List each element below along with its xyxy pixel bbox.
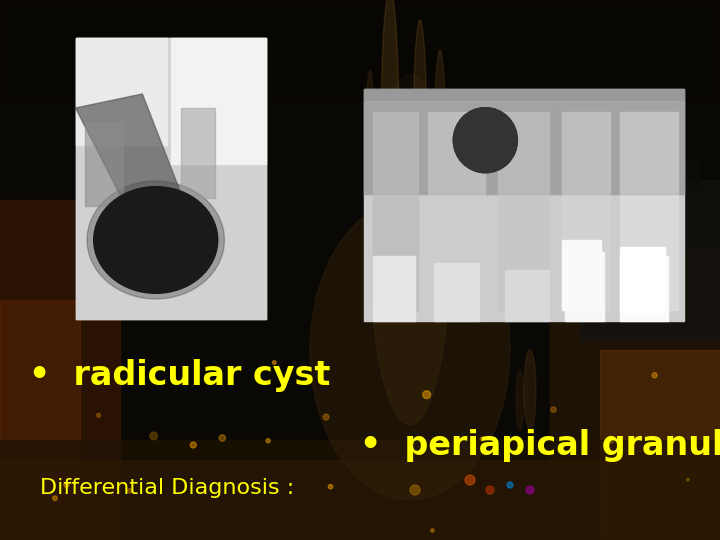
Circle shape	[652, 373, 657, 378]
Circle shape	[507, 482, 513, 488]
Text: Differential Diagnosis :: Differential Diagnosis :	[40, 478, 294, 498]
Bar	[498, 112, 549, 309]
Ellipse shape	[94, 187, 217, 293]
Circle shape	[486, 486, 494, 494]
Bar	[373, 112, 418, 309]
Bar	[364, 89, 684, 321]
Bar	[0, 460, 720, 540]
Bar	[620, 247, 665, 312]
Bar	[562, 240, 600, 310]
Text: •  radicular cyst: • radicular cyst	[29, 359, 330, 392]
Ellipse shape	[381, 0, 399, 270]
Ellipse shape	[434, 50, 446, 270]
Bar	[85, 122, 123, 206]
Ellipse shape	[454, 107, 518, 173]
Bar	[364, 100, 684, 194]
Ellipse shape	[516, 370, 524, 430]
Circle shape	[219, 435, 225, 441]
Circle shape	[608, 436, 614, 443]
Bar	[0, 440, 720, 540]
Bar	[0, 0, 720, 100]
Bar	[171, 38, 266, 164]
Ellipse shape	[87, 181, 225, 299]
Bar	[364, 89, 684, 194]
Circle shape	[64, 482, 69, 488]
Polygon shape	[76, 94, 181, 220]
Bar	[76, 38, 266, 319]
Circle shape	[127, 489, 132, 493]
Bar	[0, 300, 80, 540]
Circle shape	[190, 442, 197, 448]
Circle shape	[328, 484, 333, 489]
Circle shape	[410, 485, 420, 495]
Bar	[620, 112, 678, 309]
Ellipse shape	[413, 20, 427, 270]
Ellipse shape	[445, 90, 455, 270]
Bar	[505, 270, 549, 321]
Circle shape	[266, 438, 270, 443]
Bar	[565, 252, 604, 321]
Bar	[76, 38, 167, 145]
Circle shape	[431, 529, 434, 532]
Circle shape	[423, 391, 431, 399]
Bar	[620, 256, 668, 321]
Bar	[428, 112, 485, 309]
Circle shape	[702, 450, 706, 455]
Circle shape	[687, 478, 689, 481]
Ellipse shape	[370, 75, 450, 425]
Circle shape	[526, 486, 534, 494]
Circle shape	[272, 361, 276, 365]
Bar	[434, 263, 479, 321]
Bar	[76, 38, 266, 319]
Circle shape	[551, 407, 556, 413]
Bar	[600, 350, 720, 540]
Text: •  periapical granuloma: • periapical granuloma	[360, 429, 720, 462]
Bar	[373, 256, 415, 321]
Ellipse shape	[454, 107, 518, 173]
Bar	[0, 200, 120, 540]
Circle shape	[480, 437, 483, 441]
Bar	[580, 180, 720, 340]
Circle shape	[150, 432, 158, 440]
Circle shape	[96, 413, 101, 417]
Circle shape	[323, 414, 329, 420]
Ellipse shape	[365, 70, 375, 270]
Bar	[181, 108, 215, 198]
Circle shape	[454, 447, 459, 451]
Ellipse shape	[524, 350, 536, 430]
Circle shape	[465, 475, 475, 485]
Bar	[550, 250, 720, 540]
Ellipse shape	[310, 200, 510, 500]
Circle shape	[53, 496, 58, 501]
Bar	[562, 112, 611, 309]
Bar	[600, 160, 700, 190]
